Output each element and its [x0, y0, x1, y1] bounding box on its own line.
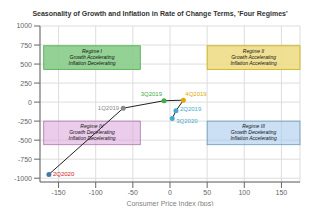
svg-text:2Q2020: 2Q2020 — [53, 171, 75, 177]
svg-text:0: 0 — [28, 99, 32, 106]
svg-text:4Q2019: 4Q2019 — [185, 91, 207, 97]
svg-text:-500: -500 — [18, 137, 32, 144]
svg-text:750: 750 — [20, 42, 32, 49]
svg-text:Regime IVGrowth DeceleratingIn: Regime IVGrowth DeceleratingInflation De… — [69, 123, 116, 141]
svg-text:500: 500 — [20, 61, 32, 68]
svg-text:50: 50 — [203, 189, 211, 196]
svg-text:Consumer Price Index (bps): Consumer Price Index (bps) — [126, 200, 213, 206]
html-text:Seasonality of Growth and Infl: Seasonality of Growth and Inflation in R… — [32, 10, 288, 17]
svg-text:-100: -100 — [89, 189, 103, 196]
svg-text:-150: -150 — [52, 189, 66, 196]
svg-text:Regime IIGrowth AcceleratingIn: Regime IIGrowth AcceleratingInflation Ac… — [230, 48, 276, 66]
svg-text:3Q2019: 3Q2019 — [141, 91, 163, 97]
svg-text:-1000: -1000 — [14, 175, 32, 182]
svg-text:Regime IIIGrowth DeceleratingI: Regime IIIGrowth DeceleratingInflation A… — [230, 123, 276, 141]
svg-text:2Q2019: 2Q2019 — [180, 106, 202, 112]
svg-text:3Q2020: 3Q2020 — [176, 118, 198, 124]
svg-text:0: 0 — [168, 189, 172, 196]
svg-text:-250: -250 — [18, 118, 32, 125]
svg-text:1Q2019: 1Q2019 — [98, 105, 120, 111]
svg-text:100: 100 — [238, 189, 250, 196]
svg-text:Regime IGrowth AcceleratingInf: Regime IGrowth AcceleratingInflation Dec… — [69, 48, 116, 66]
svg-text:-50: -50 — [128, 189, 138, 196]
svg-text:1000: 1000 — [16, 22, 32, 29]
svg-text:-750: -750 — [18, 156, 32, 163]
svg-text:250: 250 — [20, 80, 32, 87]
svg-text:150: 150 — [276, 189, 288, 196]
